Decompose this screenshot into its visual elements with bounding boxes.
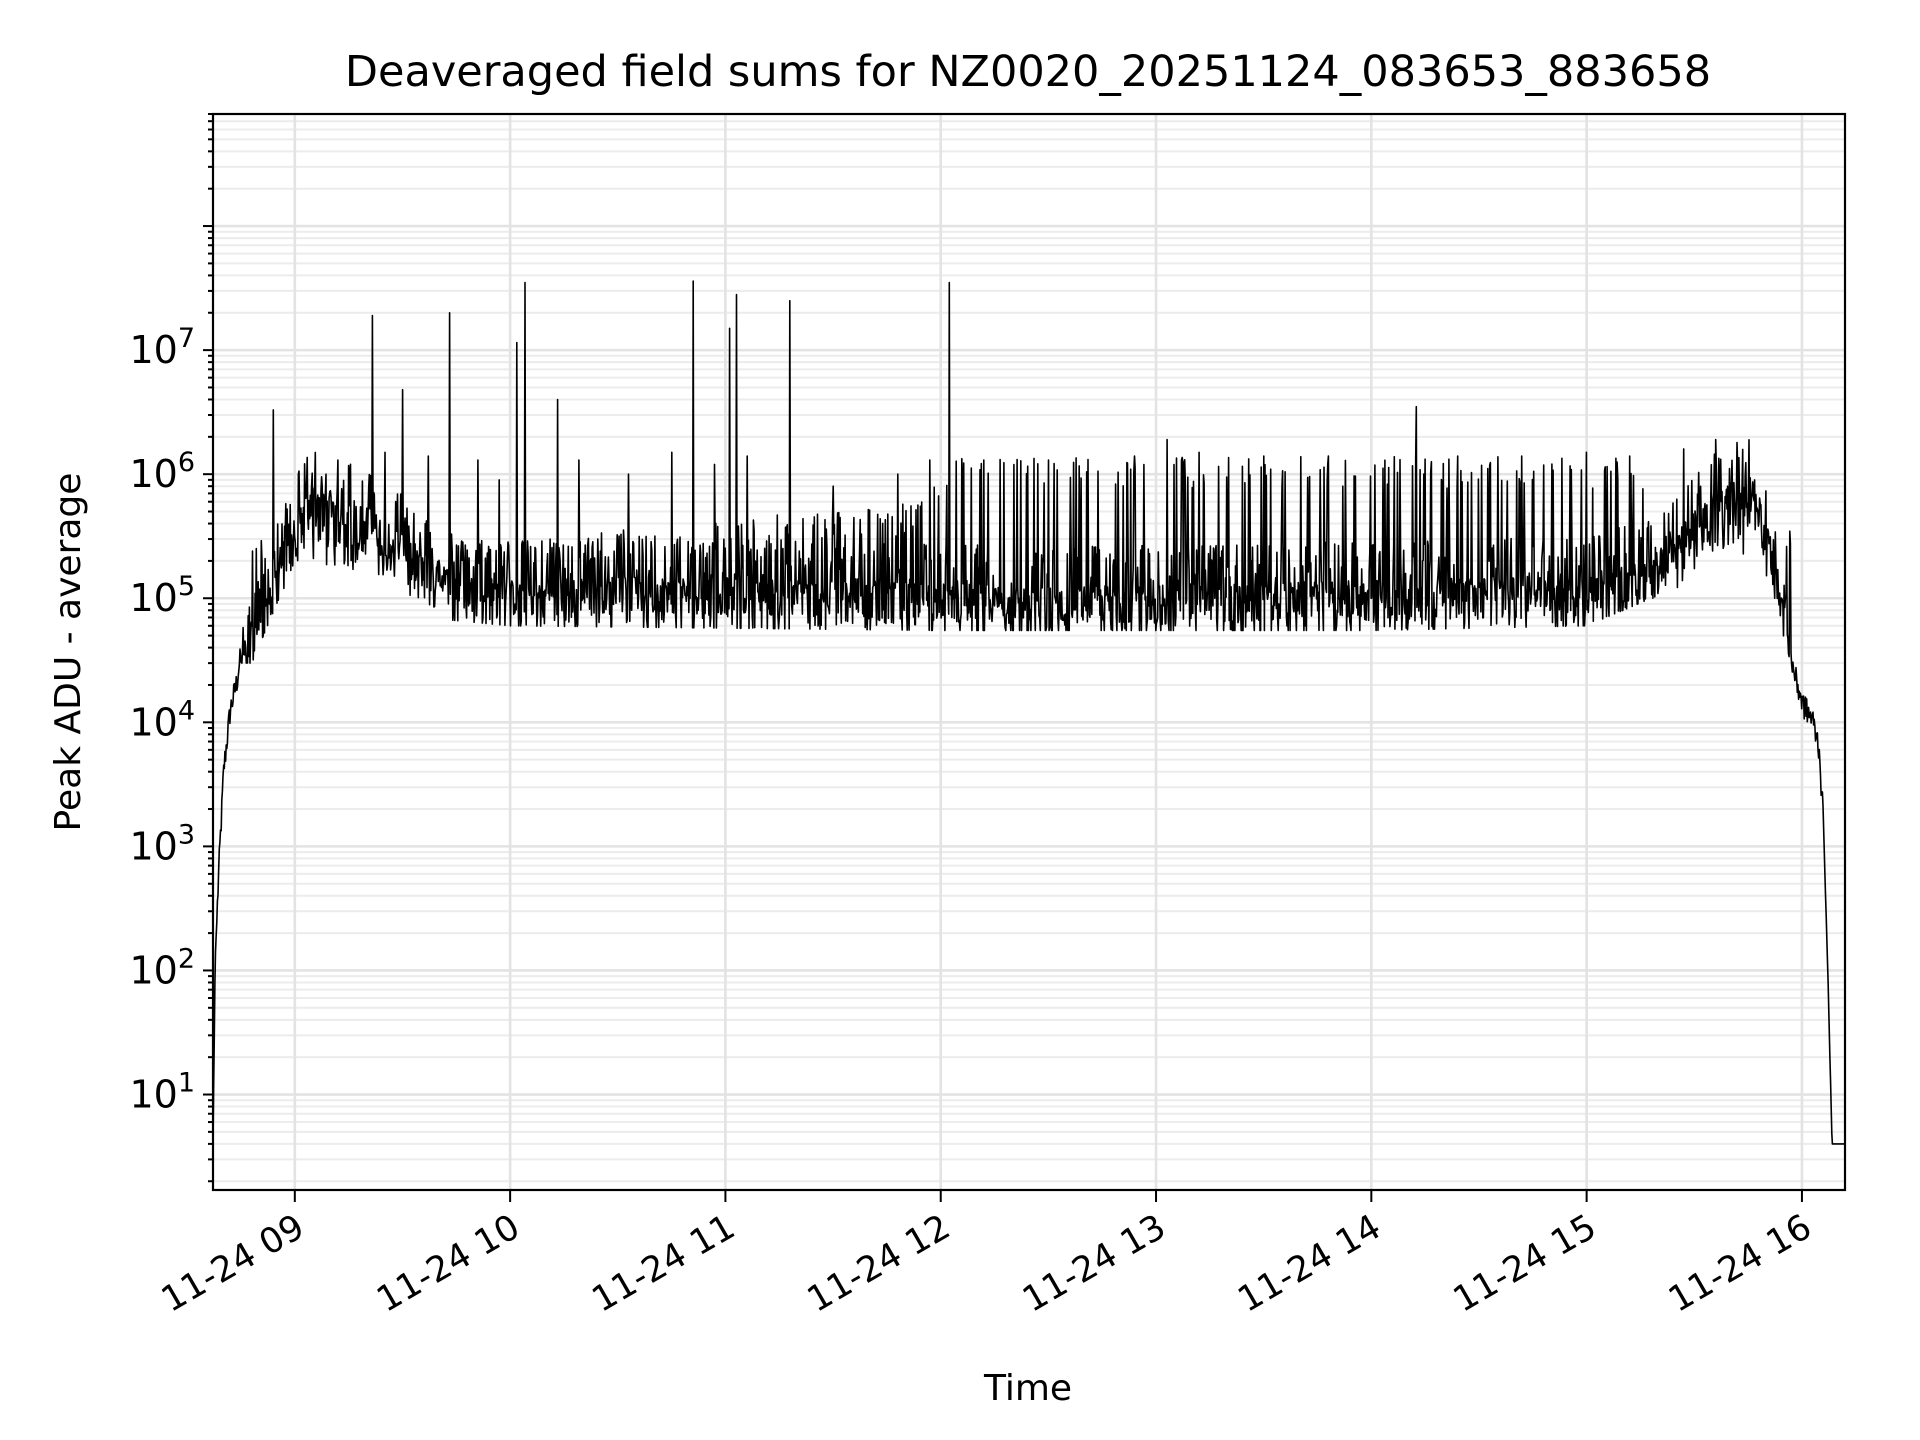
series-group (212, 280, 1846, 1145)
x-tick-label: 11-24 16 (1662, 1207, 1818, 1320)
x-tick-label: 11-24 10 (370, 1207, 526, 1320)
x-axis-label: Time (983, 1368, 1072, 1409)
y-tick-label: 107 (129, 323, 195, 372)
y-tick-base: 10 (129, 824, 177, 868)
y-tick-base: 10 (129, 1073, 177, 1117)
y-tick-exponent: 3 (178, 819, 195, 850)
y-tick-label: 106 (129, 447, 195, 496)
y-tick-exponent: 7 (178, 323, 195, 354)
y-tick-exponent: 2 (178, 943, 195, 974)
x-tick-label: 11-24 14 (1232, 1207, 1388, 1320)
y-tick-label: 105 (129, 571, 195, 620)
y-tick-exponent: 6 (178, 447, 195, 478)
series-line (212, 280, 1846, 1145)
y-tick-base: 10 (129, 948, 177, 992)
y-tick-exponent: 5 (178, 571, 195, 602)
chart-title: Deaveraged field sums for NZ0020_2025112… (345, 47, 1711, 97)
x-tick-label: 11-24 12 (801, 1207, 957, 1320)
y-tick-exponent: 1 (178, 1068, 195, 1099)
grid (213, 113, 1845, 1190)
y-tick-label: 103 (129, 819, 195, 868)
y-tick-label: 104 (129, 695, 195, 744)
y-tick-label: 101 (129, 1068, 195, 1117)
x-tick-label: 11-24 13 (1016, 1207, 1172, 1320)
x-tick-label: 11-24 15 (1447, 1207, 1603, 1320)
tick-marks (203, 113, 1803, 1202)
y-tick-base: 10 (129, 452, 177, 496)
x-tick-labels: 11-24 09 11-24 10 11-24 11 11-24 12 11-24 13… (155, 1207, 1818, 1320)
y-tick-exponent: 4 (178, 695, 195, 726)
y-tick-base: 10 (129, 328, 177, 372)
y-axis-label: Peak ADU - average (48, 473, 89, 832)
x-tick-label: 11-24 09 (155, 1207, 311, 1320)
y-tick-base: 10 (129, 700, 177, 744)
y-tick-base: 10 (129, 576, 177, 620)
y-tick-label: 102 (129, 943, 195, 992)
axes-frame (211, 112, 1847, 1192)
x-tick-label: 11-24 11 (586, 1207, 742, 1320)
